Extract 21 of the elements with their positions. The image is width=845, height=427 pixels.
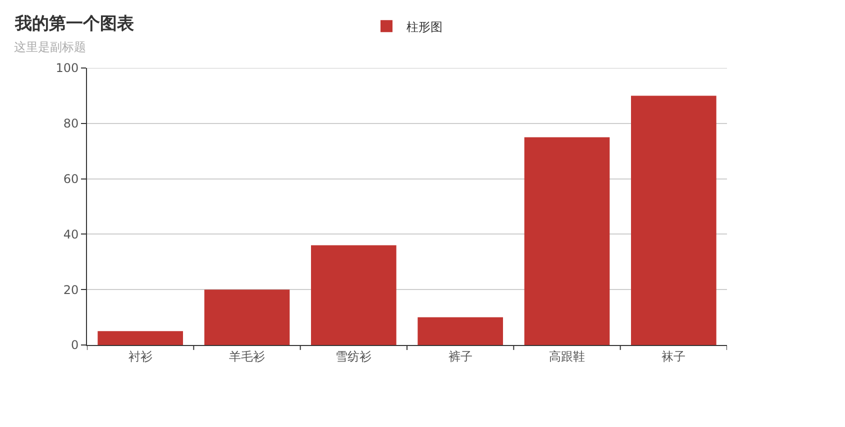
legend-label: 柱形图 xyxy=(406,20,442,34)
x-tick-label: 裤子 xyxy=(448,349,472,364)
y-tick-label: 100 xyxy=(56,61,79,76)
y-tick-label: 0 xyxy=(70,338,79,352)
bar xyxy=(631,96,716,345)
y-tick-label: 40 xyxy=(63,227,79,242)
x-tick-label: 高跟鞋 xyxy=(549,349,585,364)
bar xyxy=(524,137,610,345)
bar xyxy=(204,290,290,345)
bar xyxy=(98,331,183,345)
chart-title: 我的第一个图表 xyxy=(14,14,135,34)
y-tick-label: 20 xyxy=(63,282,79,297)
y-tick-label: 60 xyxy=(63,172,79,186)
x-tick-label: 雪纺衫 xyxy=(336,349,372,364)
x-tick-label: 袜子 xyxy=(662,349,686,364)
bar xyxy=(418,317,503,345)
x-tick-label: 羊毛衫 xyxy=(229,349,265,364)
x-tick-label: 衬衫 xyxy=(128,349,152,364)
y-tick-label: 80 xyxy=(63,116,79,131)
chart-subtitle: 这里是副标题 xyxy=(14,40,86,54)
bar xyxy=(311,245,396,345)
